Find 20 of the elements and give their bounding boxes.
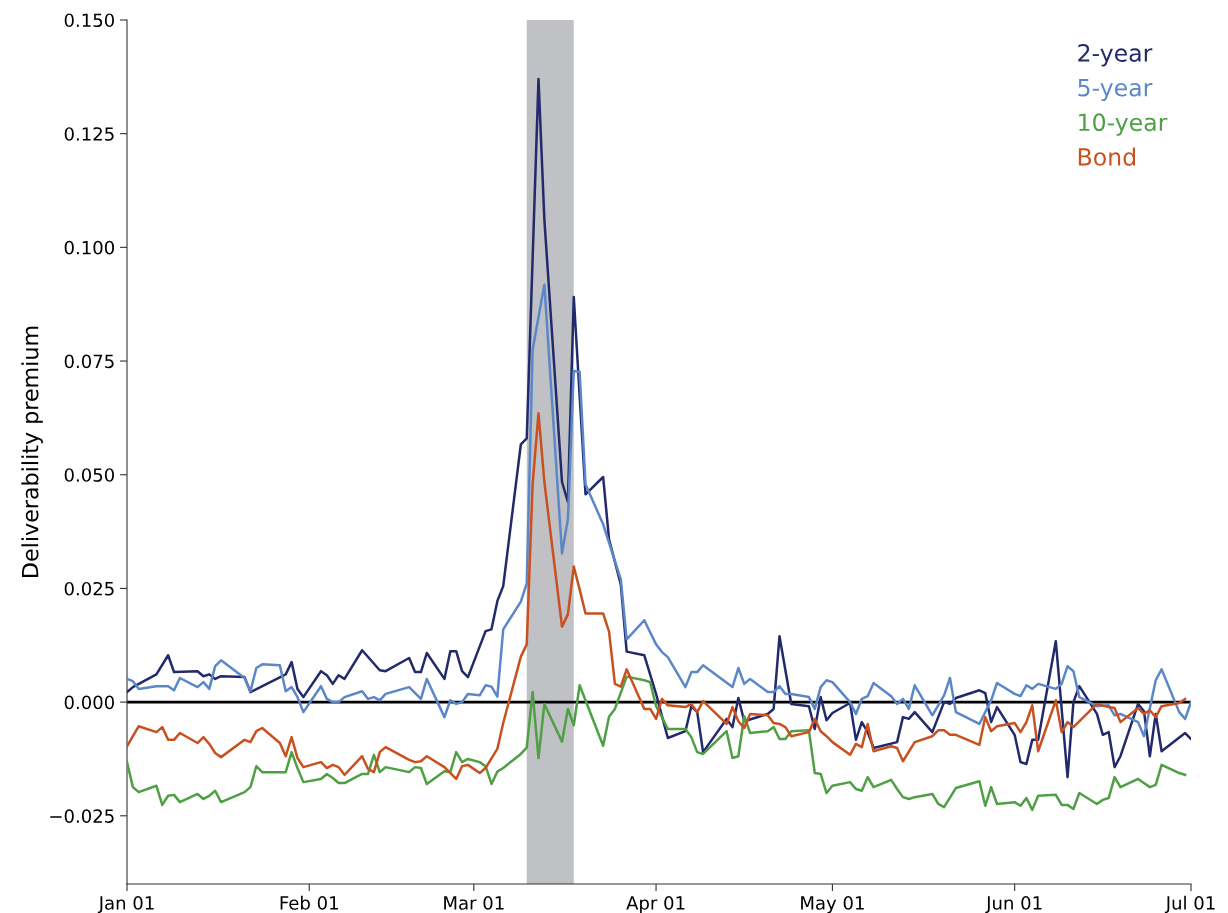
y-tick-label: 0.150: [64, 13, 114, 28]
y-tick-label: 0.025: [64, 581, 114, 596]
x-tick-label: Jul 01: [1164, 895, 1215, 913]
text: 5-year: [1078, 78, 1153, 102]
text: 10-year: [1079, 113, 1168, 136]
x-tick-label: Jun 01: [985, 896, 1042, 913]
x-tick-label: Mar 01: [444, 896, 504, 910]
text: 2-year: [1078, 44, 1153, 67]
y-axis-title: Deliverability premium: [21, 326, 43, 577]
y-tick-label: 0.100: [64, 240, 114, 255]
y-tick-label: 0.000: [64, 695, 114, 710]
x-tick-label: Apr 01: [626, 896, 685, 913]
text: Bond: [1078, 147, 1136, 166]
x-tick-label: Feb 01: [280, 895, 338, 910]
y-tick-label: 0.125: [64, 127, 114, 141]
y-tick-label: 0.050: [64, 468, 114, 482]
x-tick-label: May 01: [801, 896, 864, 913]
x-tick-label: Jan 01: [97, 896, 154, 913]
y-tick-label: −0.025: [50, 809, 114, 823]
y-tick-label: 0.075: [64, 354, 114, 369]
